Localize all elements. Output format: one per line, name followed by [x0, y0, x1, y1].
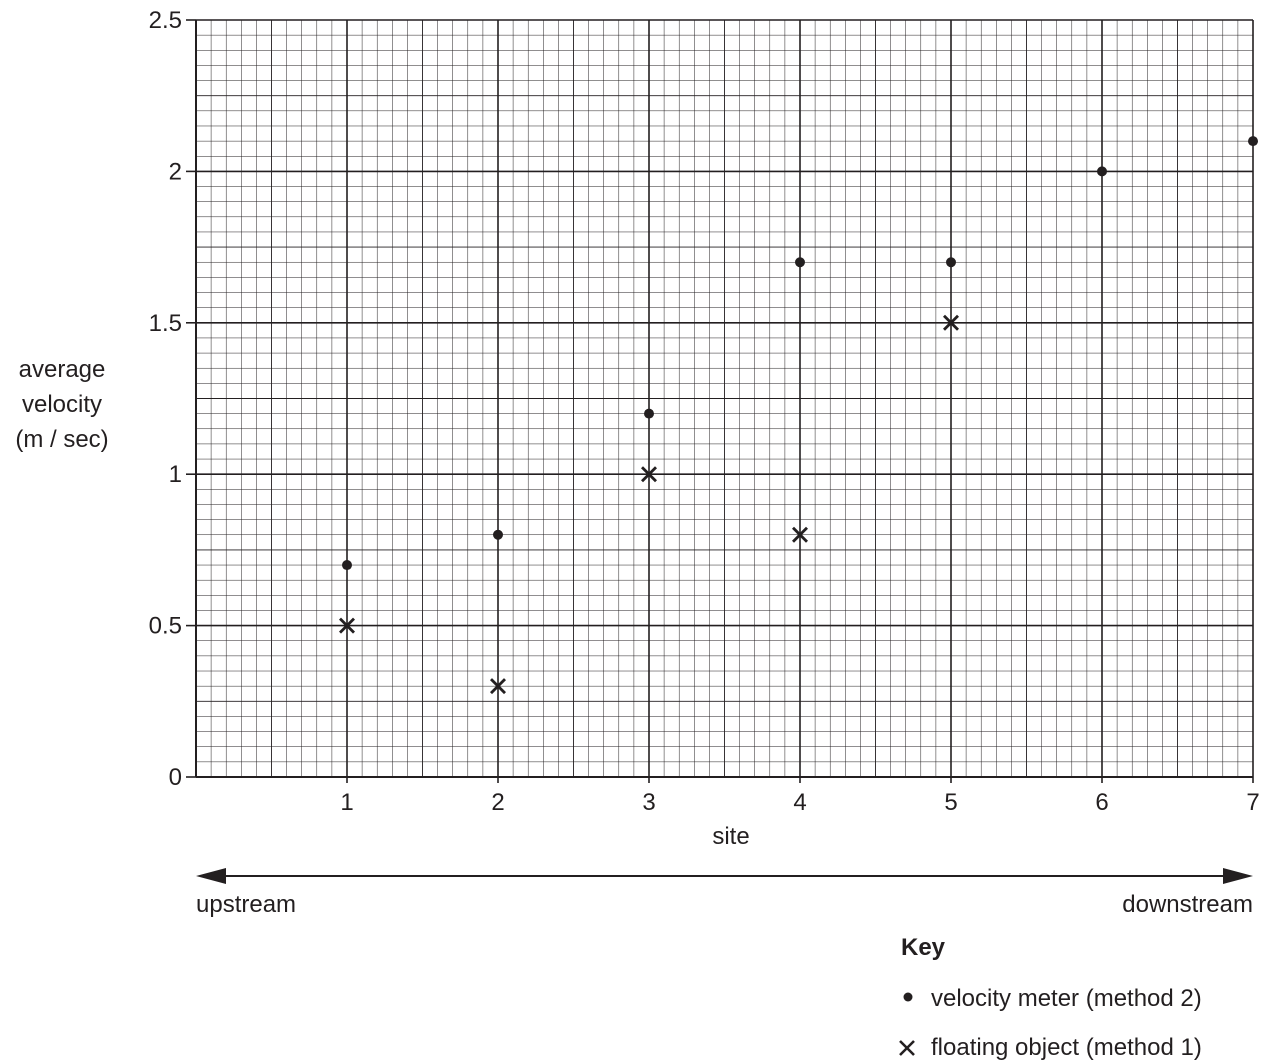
- velocity-meter-point: [946, 257, 956, 268]
- x-tick-label: 4: [793, 789, 806, 816]
- velocity-meter-point: [493, 529, 503, 540]
- velocity-meter-point: [795, 257, 805, 268]
- x-tick-label: 2: [491, 789, 504, 816]
- x-axis-ticks: 1 2 3 4 5 6 7: [340, 777, 1260, 816]
- x-tick-label: 7: [1246, 789, 1259, 816]
- x-tick-label: 3: [642, 789, 655, 816]
- arrow-left-head: [196, 868, 226, 884]
- floating-object-point: [641, 466, 657, 483]
- velocity-meter-point: [1097, 166, 1107, 177]
- legend: Key velocity meter (method 2) floating o…: [899, 934, 1202, 1061]
- x-tick-label: 1: [340, 789, 353, 816]
- y-tick-label: 1.5: [149, 310, 182, 337]
- downstream-label: downstream: [1122, 891, 1253, 918]
- grid: [195, 19, 1254, 778]
- velocity-meter-point: [1248, 136, 1258, 147]
- y-tick-label: 2: [169, 158, 182, 185]
- velocity-meter-point: [644, 408, 654, 419]
- floating-object-point: [339, 617, 355, 634]
- y-tick-label: 0: [169, 764, 182, 791]
- y-tick-label: 2.5: [149, 7, 182, 34]
- legend-title: Key: [901, 934, 946, 961]
- y-axis-label-line-3: (m / sec): [15, 426, 108, 453]
- y-tick-label: 0.5: [149, 613, 182, 640]
- upstream-label: upstream: [196, 891, 296, 918]
- direction-arrow: [196, 868, 1253, 884]
- legend-cross-marker: [899, 1040, 915, 1056]
- velocity-meter-point: [342, 560, 352, 571]
- legend-dot-marker: [903, 992, 913, 1002]
- floating-object-point: [792, 526, 808, 543]
- legend-label-velocity-meter: velocity meter (method 2): [931, 985, 1202, 1012]
- y-axis-ticks: 0 0.5 1 1.5 2 2.5: [149, 7, 196, 791]
- y-axis-label-line-2: velocity: [22, 391, 102, 418]
- legend-label-floating-object: floating object (method 1): [931, 1034, 1202, 1061]
- floating-object-point: [943, 314, 959, 331]
- y-axis-label-line-1: average: [19, 356, 106, 383]
- x-tick-label: 5: [944, 789, 957, 816]
- arrow-right-head: [1223, 868, 1253, 884]
- x-axis-label: site: [712, 823, 749, 850]
- y-tick-label: 1: [169, 461, 182, 488]
- data-points: [339, 136, 1258, 695]
- x-tick-label: 6: [1095, 789, 1108, 816]
- floating-object-point: [490, 678, 506, 695]
